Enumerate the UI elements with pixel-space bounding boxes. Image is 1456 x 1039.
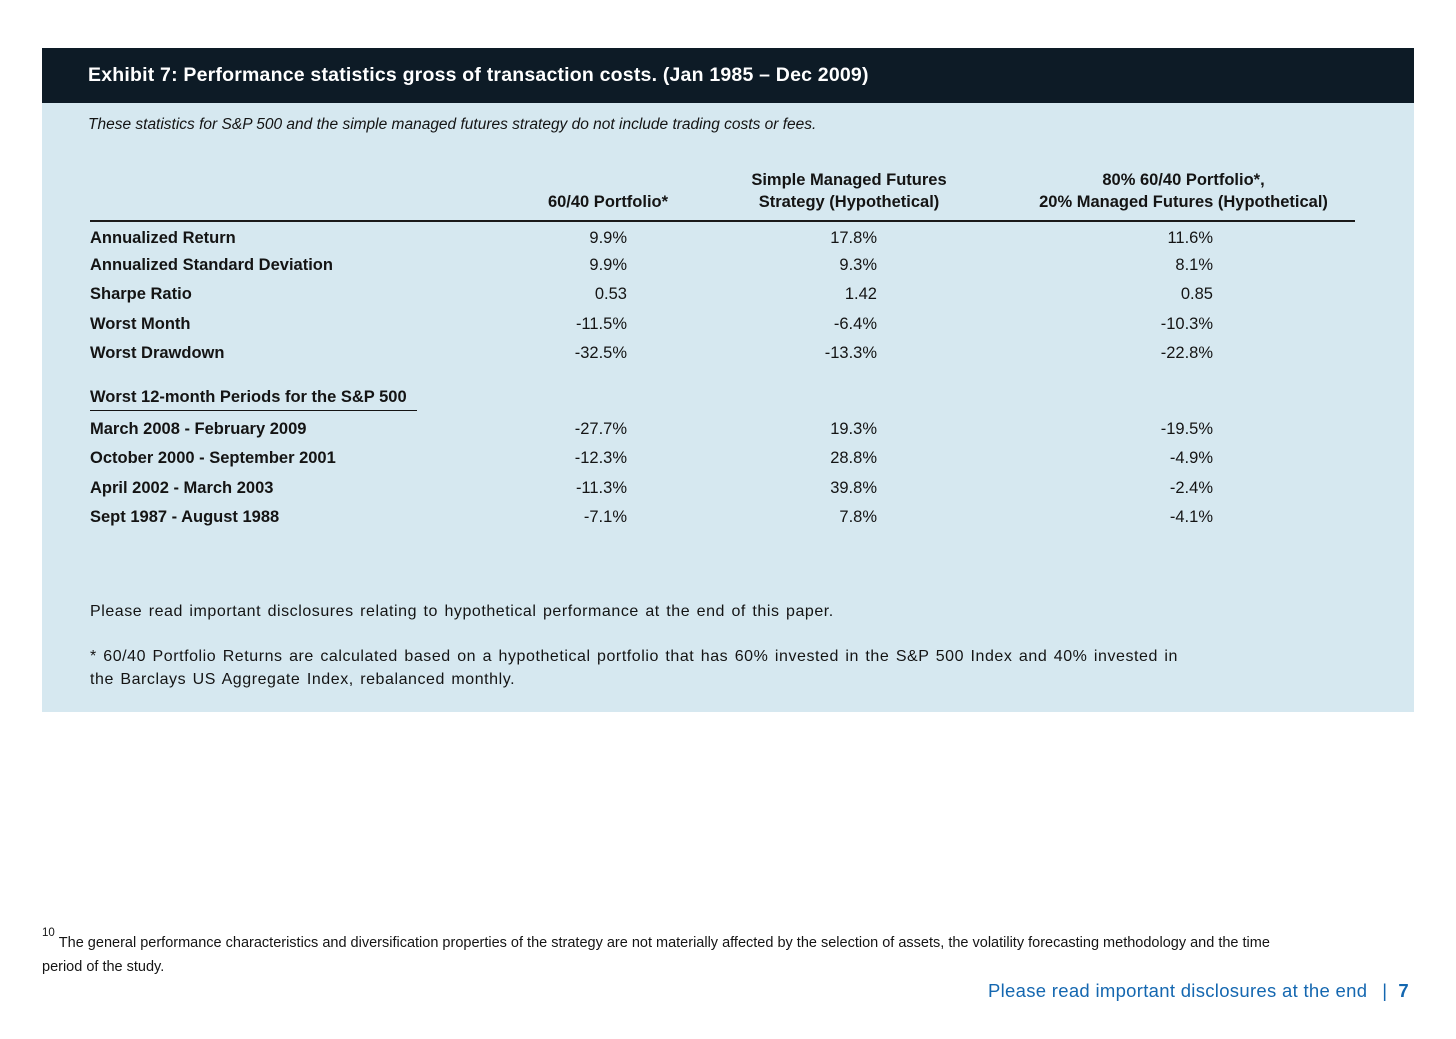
cell-value: -19.5% — [1160, 419, 1213, 438]
cell-value: -22.8% — [1160, 344, 1213, 363]
row-label: October 2000 - September 2001 — [90, 449, 336, 468]
footnote-10: 10The general performance characteristic… — [42, 926, 1372, 979]
table-row: Annualized Standard Deviation 9.9% 9.3% … — [90, 251, 1355, 281]
column-header-line1: 80% 60/40 Portfolio*, — [1102, 171, 1265, 189]
cell-value: -10.3% — [1160, 314, 1213, 333]
exhibit-title: Exhibit 7: Performance statistics gross … — [88, 64, 869, 86]
table-row: Sharpe Ratio 0.53 1.42 0.85 — [90, 280, 1355, 310]
cell-value: 8.1% — [1175, 255, 1213, 274]
cell-value: 9.3% — [839, 255, 877, 274]
section-header-row: Worst 12-month Periods for the S&P 500 — [90, 369, 1355, 415]
cell-value: 28.8% — [830, 449, 877, 468]
table-row: Annualized Return 9.9% 17.8% 11.6% — [90, 221, 1355, 251]
table-header-row: 60/40 Portfolio* Simple Managed Futures … — [90, 163, 1355, 222]
cell-value: -11.5% — [575, 314, 627, 333]
cell-value: 17.8% — [830, 229, 877, 248]
column-header-6040-portfolio: 60/40 Portfolio* — [530, 163, 686, 222]
row-label: April 2002 - March 2003 — [90, 478, 274, 497]
cell-value: -7.1% — [583, 508, 627, 527]
cell-value: -6.4% — [833, 314, 877, 333]
row-label: Annualized Return — [90, 229, 236, 248]
cell-value: 1.42 — [844, 285, 877, 304]
table-row: Sept 1987 - August 1988 -7.1% 7.8% -4.1% — [90, 503, 1355, 533]
row-label: Annualized Standard Deviation — [90, 255, 333, 274]
column-header-managed-futures: Simple Managed Futures Strategy (Hypothe… — [686, 163, 1012, 222]
row-label: March 2008 - February 2009 — [90, 419, 307, 438]
row-label: Sharpe Ratio — [90, 285, 192, 304]
footnote-line2: period of the study. — [42, 958, 165, 975]
column-header-line2: Strategy (Hypothetical) — [758, 193, 940, 211]
column-header-label: 60/40 Portfolio* — [547, 193, 669, 211]
page-footer: Please read important disclosures at the… — [988, 980, 1409, 1002]
cell-value: 9.9% — [589, 255, 627, 274]
row-label: Sept 1987 - August 1988 — [90, 508, 280, 527]
footer-separator: | — [1382, 980, 1388, 1001]
cell-value: 7.8% — [839, 508, 877, 527]
section-cell: Worst 12-month Periods for the S&P 500 — [90, 369, 1355, 415]
cell-value: 11.6% — [1167, 229, 1213, 248]
cell-value: -32.5% — [574, 344, 627, 363]
column-header-line1: Simple Managed Futures — [751, 171, 947, 189]
cell-value: -4.9% — [1169, 449, 1213, 468]
row-label: Worst Drawdown — [90, 344, 225, 363]
portfolio-footnote-line1: * 60/40 Portfolio Returns are calculated… — [90, 648, 1178, 665]
hypothetical-disclosure-note: Please read important disclosures relati… — [90, 603, 834, 620]
cell-value: -2.4% — [1169, 478, 1213, 497]
footnote-line1: 10The general performance characteristic… — [42, 926, 1372, 955]
cell-value: 39.8% — [830, 478, 877, 497]
cell-value: 9.9% — [589, 229, 627, 248]
column-header-empty — [90, 163, 530, 222]
table-row: Worst Drawdown -32.5% -13.3% -22.8% — [90, 339, 1355, 369]
portfolio-footnote: * 60/40 Portfolio Returns are calculated… — [90, 646, 1380, 691]
table-row: Worst Month -11.5% -6.4% -10.3% — [90, 310, 1355, 340]
page-number: 7 — [1398, 980, 1409, 1001]
cell-value: 19.3% — [830, 419, 877, 438]
section-header-worst-12-month: Worst 12-month Periods for the S&P 500 — [90, 388, 417, 411]
footnote-marker: 10 — [42, 927, 55, 939]
cell-value: 0.53 — [594, 285, 627, 304]
exhibit-panel: These statistics for S&P 500 and the sim… — [42, 103, 1414, 712]
cell-value: -13.3% — [824, 344, 877, 363]
cell-value: -12.3% — [574, 449, 627, 468]
table-row: April 2002 - March 2003 -11.3% 39.8% -2.… — [90, 474, 1355, 504]
cell-value: -27.7% — [574, 419, 627, 438]
statistics-note: These statistics for S&P 500 and the sim… — [88, 116, 817, 133]
disclosures-link[interactable]: Please read important disclosures at the… — [987, 980, 1368, 1001]
portfolio-footnote-line2: the Barclays US Aggregate Index, rebalan… — [90, 670, 516, 688]
exhibit-title-bar: Exhibit 7: Performance statistics gross … — [42, 48, 1414, 103]
table-row: October 2000 - September 2001 -12.3% 28.… — [90, 444, 1355, 474]
column-header-line2: 20% Managed Futures (Hypothetical) — [1039, 193, 1328, 211]
column-header-blended-portfolio: 80% 60/40 Portfolio*, 20% Managed Future… — [1012, 163, 1355, 222]
row-label: Worst Month — [90, 314, 191, 333]
footnote-text: The general performance characteristics … — [58, 934, 1270, 951]
cell-value: -4.1% — [1169, 508, 1213, 527]
performance-table: 60/40 Portfolio* Simple Managed Futures … — [90, 163, 1355, 533]
table-row: March 2008 - February 2009 -27.7% 19.3% … — [90, 415, 1355, 445]
cell-value: -11.3% — [575, 478, 627, 497]
cell-value: 0.85 — [1180, 285, 1213, 304]
